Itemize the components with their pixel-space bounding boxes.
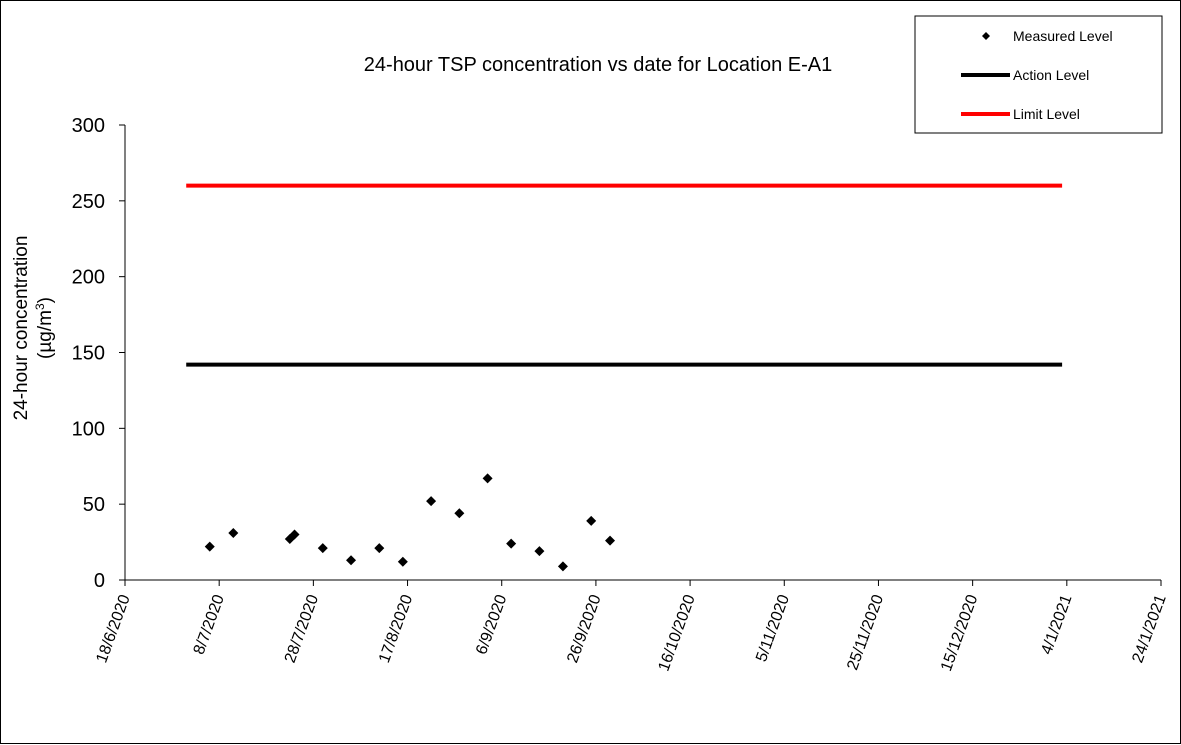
x-tick-label-0: 18/6/2020 — [93, 592, 133, 665]
y-tick-label-0: 0 — [94, 570, 105, 592]
measured-level-point-9 — [454, 508, 465, 519]
x-tick-label-1: 8/7/2020 — [191, 592, 228, 656]
legend-measured-level-label: Measured Level — [1013, 28, 1113, 44]
legend-items: Measured Level Action Level Limit Level — [961, 28, 1113, 122]
y-axis-label-unit: (µg/m — [35, 310, 56, 359]
legend-action-level-label: Action Level — [1013, 67, 1089, 83]
x-tick-label-8: 25/11/2020 — [844, 592, 887, 672]
measured-level-point-11 — [506, 538, 517, 549]
measured-level-point-13 — [557, 561, 568, 572]
measured-level-point-8 — [426, 496, 437, 507]
legend-box — [914, 15, 1163, 134]
x-tick-label-5: 26/9/2020 — [564, 592, 604, 665]
x-tick-label-10: 4/1/2021 — [1038, 592, 1075, 656]
series-lines — [186, 183, 1063, 367]
measured-level-point-4 — [317, 543, 328, 554]
x-ticks: 18/6/2020 8/7/2020 28/7/2020 17/8/2020 6/9/2… — [93, 580, 1170, 674]
measured-level-point-10 — [482, 473, 493, 484]
x-tick-label-3: 17/8/2020 — [376, 592, 416, 665]
y-tick-label-2: 100 — [72, 418, 105, 440]
x-tick-label-11: 24/1/2021 — [1129, 592, 1169, 665]
y-tick-label-6: 300 — [72, 115, 105, 137]
measured-level-point-15 — [605, 535, 616, 546]
legend: Measured Level Action Level Limit Level — [914, 15, 1163, 134]
y-tick-label-4: 200 — [72, 267, 105, 289]
measured-level-point-14 — [586, 515, 597, 526]
chart-title: 24-hour TSP concentration vs date for Lo… — [364, 54, 832, 76]
legend-measured-level-swatch — [982, 32, 990, 40]
measured-level-point-12 — [534, 546, 545, 557]
measured-level-point-6 — [374, 543, 385, 554]
x-tick-label-7: 5/11/2020 — [753, 592, 793, 664]
x-tick-label-2: 28/7/2020 — [282, 592, 322, 665]
y-axis-label-line1: 24-hour concentration — [11, 236, 32, 421]
x-tick-label-9: 15/12/2020 — [938, 592, 981, 673]
y-tick-label-1: 50 — [83, 494, 105, 516]
y-tick-label-3: 150 — [72, 343, 105, 365]
y-axis-label-superscript: 3 — [33, 303, 47, 310]
y-axis-label-close: ) — [35, 297, 56, 303]
measured-level-point-1 — [228, 527, 239, 538]
y-ticks: 0 50 100 150 200 250 300 — [72, 115, 125, 592]
measured-level-point-3 — [289, 529, 300, 540]
series-points — [204, 473, 616, 572]
measured-level-point-7 — [397, 556, 408, 567]
y-axis-label-line2: (µg/m3) — [33, 297, 56, 359]
y-axis-label: 24-hour concentration (µg/m3) — [11, 236, 56, 421]
x-tick-label-4: 6/9/2020 — [473, 592, 510, 656]
y-tick-label-5: 250 — [72, 191, 105, 213]
x-tick-label-6: 16/10/2020 — [655, 592, 698, 673]
legend-limit-level-label: Limit Level — [1013, 106, 1080, 122]
measured-level-point-5 — [346, 555, 357, 566]
measured-level-point-0 — [204, 541, 215, 552]
